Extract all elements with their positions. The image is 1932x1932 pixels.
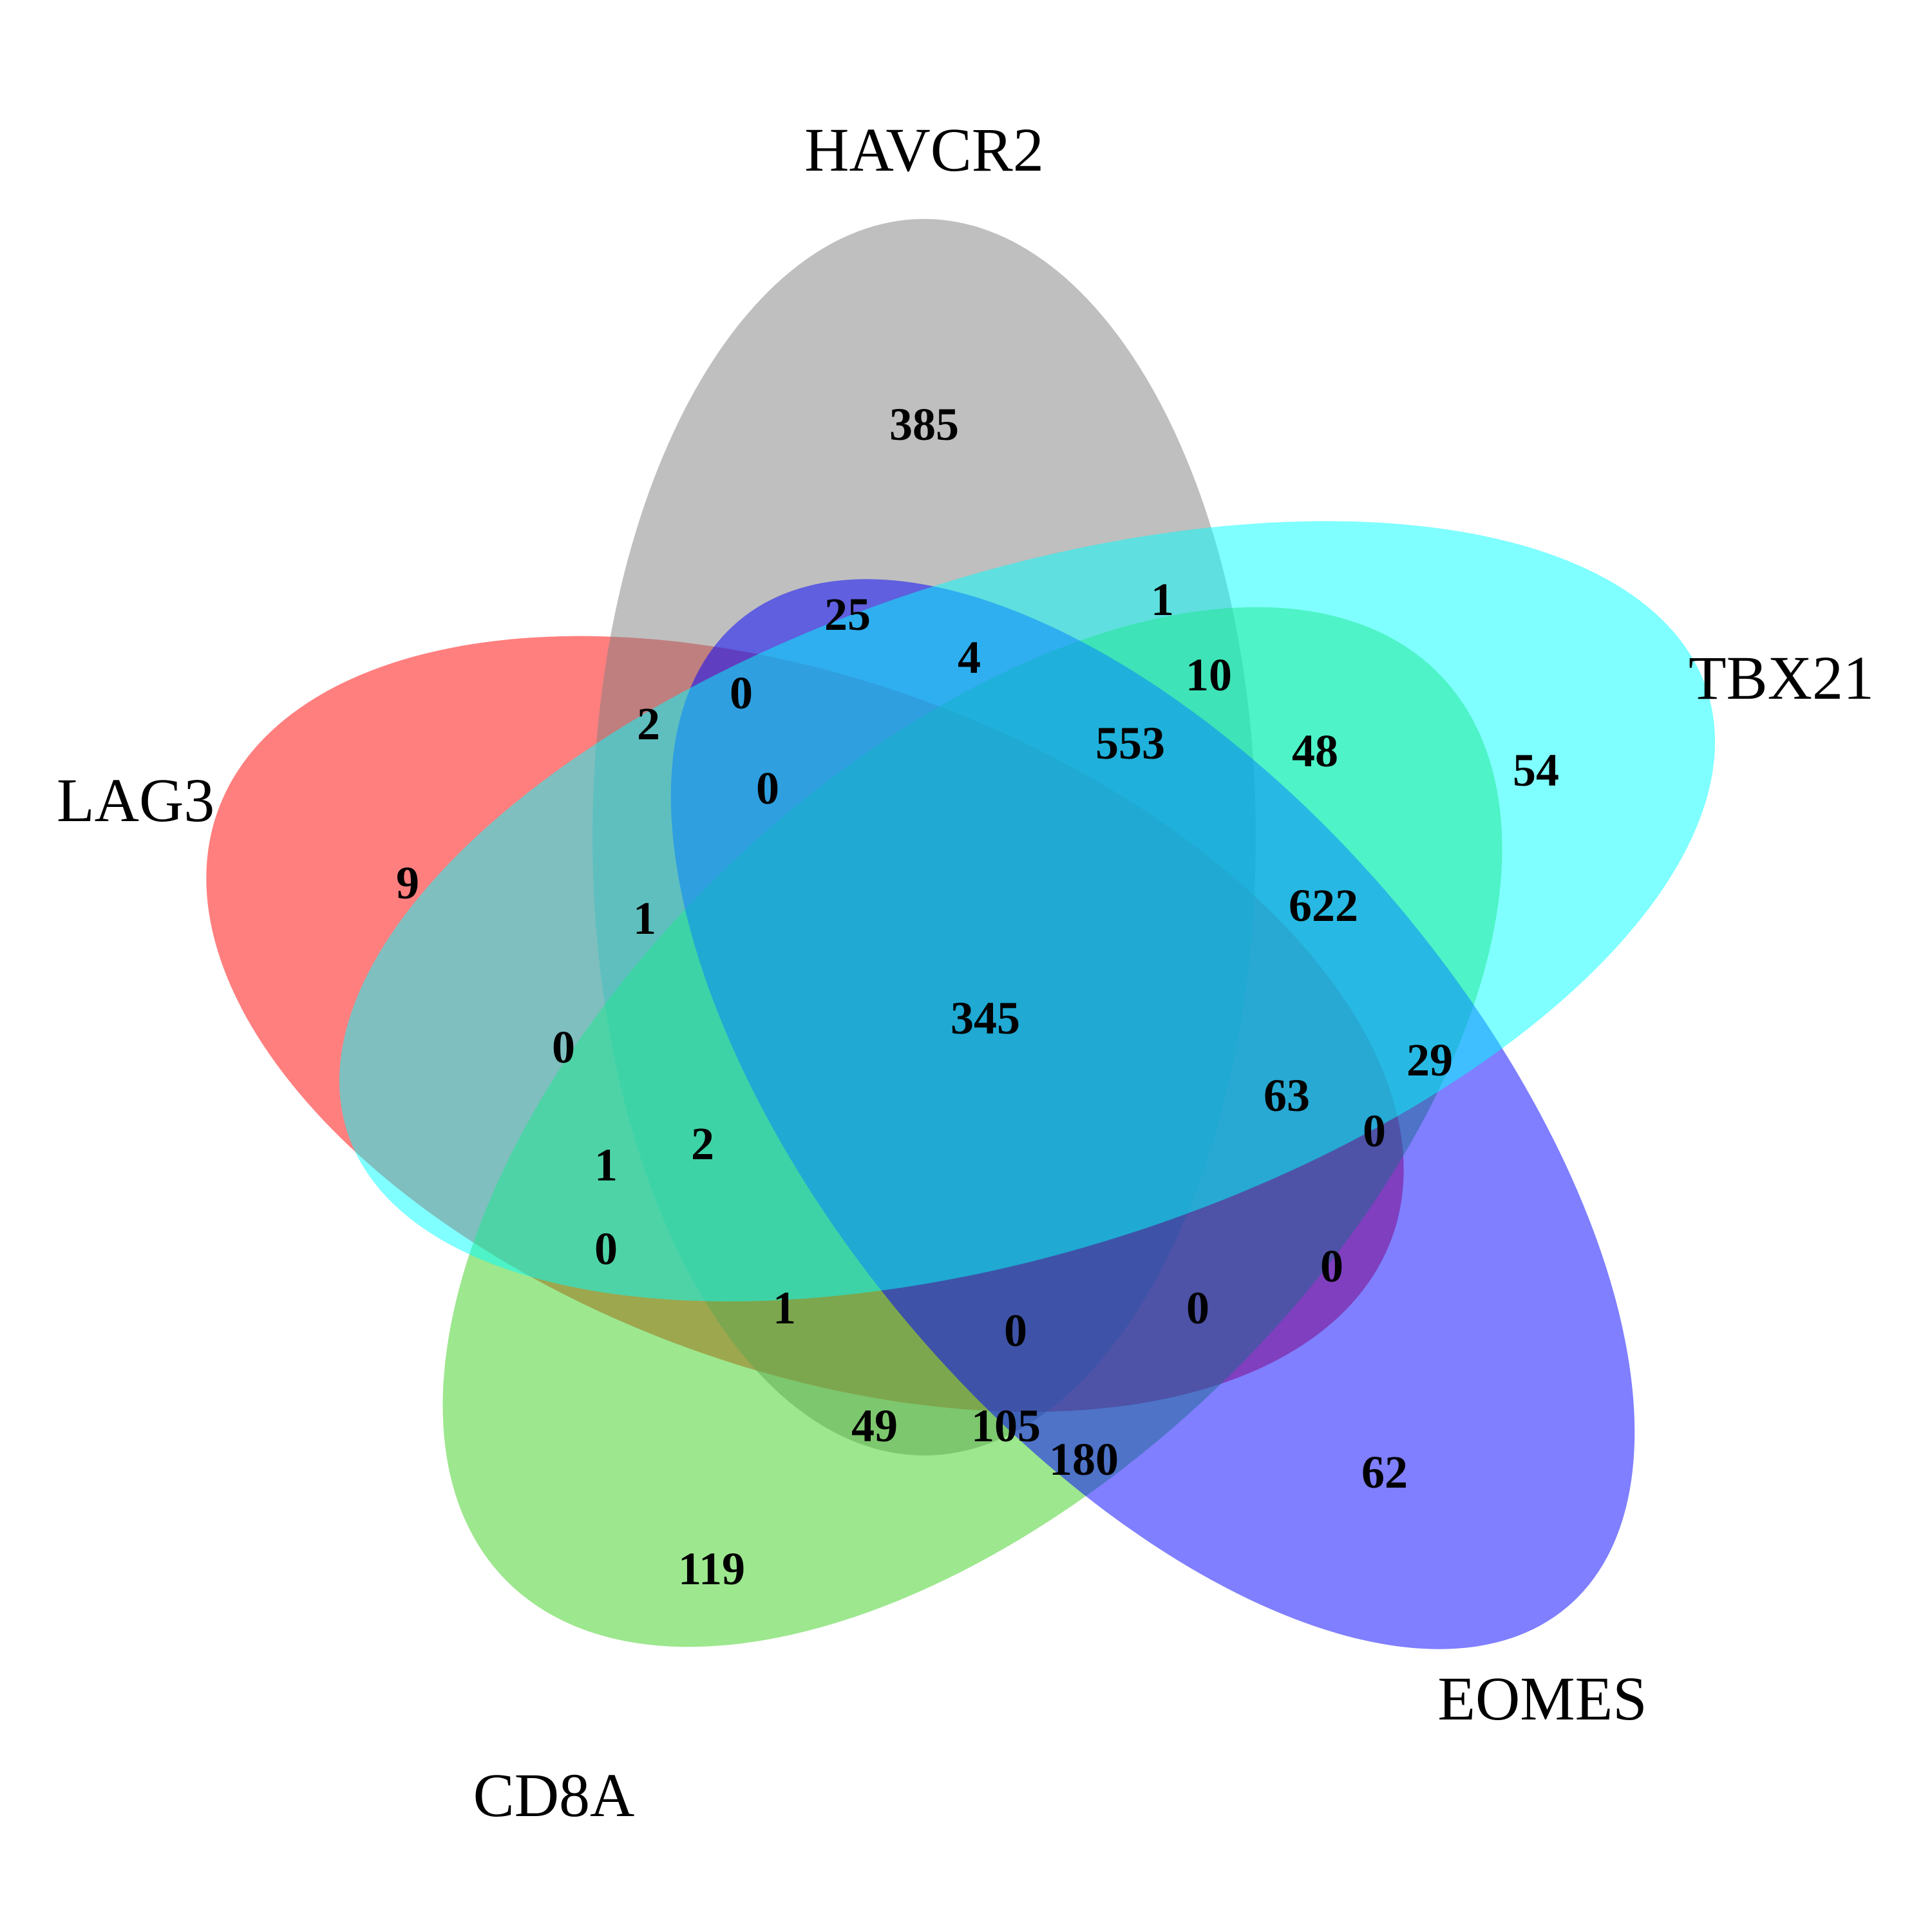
lag3-label: LAG3	[57, 766, 214, 835]
region-counts: 385 54 62 119 9 25 1 4 0 2 10 553 48 0 6…	[396, 399, 1559, 1595]
count-eomes-only: 62	[1361, 1446, 1408, 1498]
count-region: 2	[691, 1118, 714, 1170]
cd8a-label: CD8A	[473, 1761, 635, 1830]
count-region: 0	[594, 1223, 618, 1274]
havcr2-label: HAVCR2	[804, 115, 1044, 184]
count-region: 0	[1363, 1105, 1386, 1157]
tbx21-ellipse	[339, 521, 1716, 1302]
count-region: 25	[824, 589, 871, 640]
count-havcr2-only: 385	[889, 399, 959, 450]
count-region: 180	[1049, 1434, 1119, 1485]
count-lag3-only: 9	[396, 857, 419, 909]
eomes-label: EOMES	[1437, 1664, 1647, 1733]
count-region: 0	[730, 667, 753, 719]
count-region: 29	[1406, 1034, 1453, 1086]
count-region: 0	[756, 762, 779, 814]
count-region: 49	[851, 1400, 898, 1452]
count-region: 1	[1151, 574, 1174, 625]
count-tbx21-only: 54	[1513, 744, 1559, 796]
count-region: 2	[637, 698, 660, 750]
count-region: 105	[971, 1400, 1041, 1452]
count-region: 0	[1004, 1305, 1027, 1356]
count-region: 63	[1264, 1070, 1310, 1121]
count-region: 48	[1292, 725, 1338, 777]
count-region: 1	[594, 1139, 618, 1191]
count-region: 0	[1186, 1282, 1209, 1334]
count-region: 345	[951, 992, 1020, 1044]
count-region: 553	[1095, 717, 1165, 769]
count-region: 0	[552, 1021, 575, 1073]
set-ellipses	[206, 219, 1716, 1649]
count-region: 4	[958, 632, 981, 683]
count-region: 622	[1289, 880, 1358, 931]
count-cd8a-only: 119	[678, 1543, 745, 1595]
count-region: 1	[773, 1282, 796, 1334]
count-region: 1	[633, 893, 656, 944]
count-region: 10	[1186, 649, 1232, 701]
count-region: 0	[1320, 1240, 1343, 1292]
tbx21-label: TBX21	[1689, 643, 1874, 712]
set-labels: HAVCR2 TBX21 EOMES CD8A LAG3	[57, 115, 1874, 1830]
